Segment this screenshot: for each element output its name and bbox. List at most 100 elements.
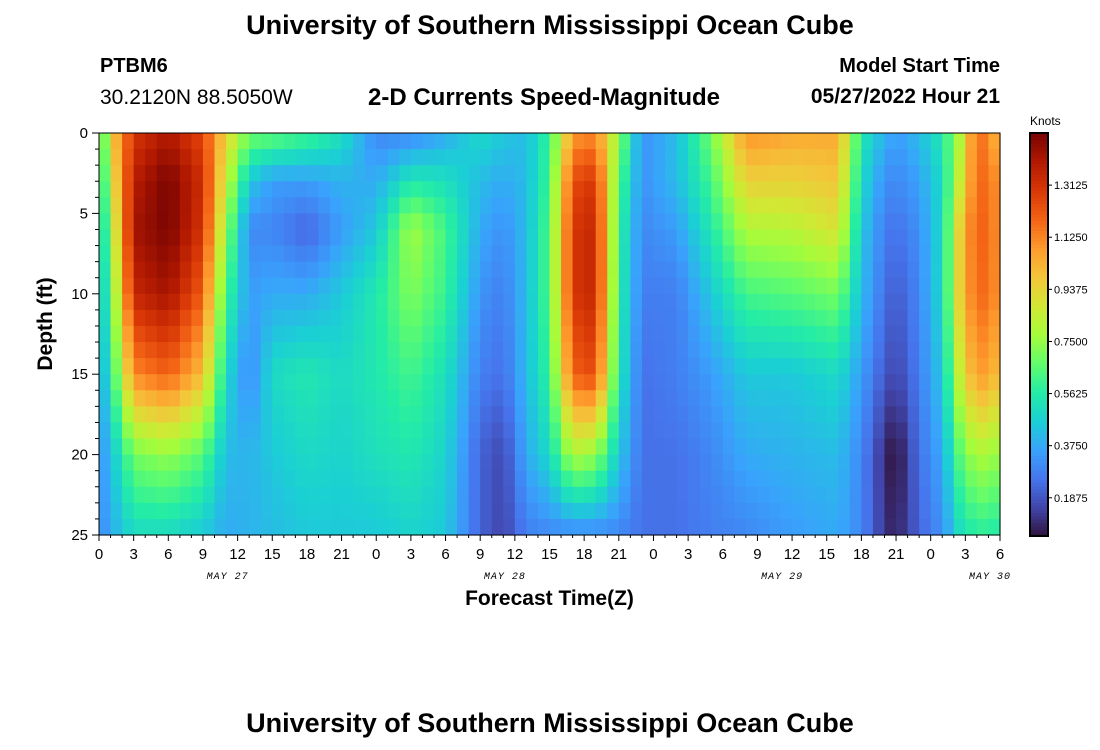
heatmap-cell <box>919 149 932 166</box>
heatmap-cell <box>734 133 747 150</box>
heatmap-cell <box>330 277 343 295</box>
heatmap-cell <box>734 245 747 263</box>
heatmap-cell <box>399 165 412 182</box>
heatmap-cell <box>122 438 135 456</box>
heatmap-cell <box>145 342 158 359</box>
heatmap-cell <box>584 197 597 214</box>
heatmap-cell <box>826 245 839 263</box>
heatmap-cell <box>237 197 250 214</box>
heatmap-cell <box>745 149 759 166</box>
heatmap-cell <box>780 245 793 263</box>
heatmap-cell <box>468 149 481 166</box>
heatmap-cell <box>803 438 816 456</box>
heatmap-cell <box>849 149 862 166</box>
heatmap-cell <box>942 309 955 327</box>
heatmap-cell <box>387 213 400 231</box>
heatmap-cell <box>965 518 978 536</box>
heatmap-cell <box>457 293 470 311</box>
colorbar-segment <box>1030 237 1048 242</box>
heatmap-cell <box>734 406 747 424</box>
heatmap-cell <box>503 438 516 456</box>
heatmap-cell <box>457 149 470 166</box>
heatmap-cell <box>942 470 955 488</box>
heatmap-cell <box>734 438 747 456</box>
heatmap-cell <box>815 470 828 488</box>
heatmap-cell <box>849 358 862 375</box>
heatmap-cell <box>896 422 909 440</box>
heatmap-cell <box>433 374 447 391</box>
heatmap-cell <box>930 518 943 536</box>
heatmap-cell <box>872 325 886 343</box>
heatmap-cell <box>792 165 805 182</box>
heatmap-cell <box>272 422 285 440</box>
heatmap-cell <box>780 454 793 472</box>
heatmap-cell <box>896 149 909 166</box>
heatmap-cell <box>953 422 966 440</box>
heatmap-cell <box>665 518 678 536</box>
heatmap-cell <box>803 277 816 295</box>
heatmap-cell <box>607 422 620 440</box>
colorbar-segment <box>1030 243 1048 248</box>
heatmap-cell <box>595 133 608 150</box>
heatmap-cell <box>699 342 712 359</box>
heatmap-cell <box>792 293 805 311</box>
colorbar-segment <box>1030 509 1048 514</box>
heatmap-cell <box>618 502 631 520</box>
heatmap-cell <box>942 261 955 279</box>
colorbar-segment <box>1030 163 1048 168</box>
heatmap-cell <box>503 213 516 231</box>
heatmap-cell <box>480 133 493 150</box>
heatmap-cell <box>792 277 805 295</box>
heatmap-cell <box>214 309 227 327</box>
heatmap-cell <box>295 390 308 407</box>
heatmap-cell <box>422 229 435 247</box>
heatmap-cell <box>330 181 343 198</box>
heatmap-cell <box>722 149 735 166</box>
heatmap-cell <box>803 229 816 247</box>
heatmap-cell <box>734 325 747 343</box>
heatmap-cell <box>306 325 320 343</box>
heatmap-cell <box>849 374 862 391</box>
heatmap-cell <box>607 470 620 488</box>
heatmap-cell <box>491 309 504 327</box>
heatmap-cell <box>942 518 955 536</box>
heatmap-cell <box>722 486 735 504</box>
heatmap-cell <box>283 213 296 231</box>
heatmap-cell <box>630 277 643 295</box>
colorbar-segment <box>1030 297 1048 302</box>
heatmap-cell <box>607 197 620 214</box>
heatmap-cell <box>260 197 273 214</box>
heatmap-cell <box>607 374 620 391</box>
colorbar-tick-label: 0.1875 <box>1054 493 1088 505</box>
heatmap-cell <box>468 374 481 391</box>
heatmap-cell <box>976 390 990 407</box>
heatmap-cell <box>907 325 920 343</box>
heatmap-cell <box>168 342 181 359</box>
colorbar-tick-label: 1.1250 <box>1054 232 1088 244</box>
heatmap-cell <box>514 342 527 359</box>
colorbar-segment <box>1030 196 1048 201</box>
heatmap-cell <box>537 422 551 440</box>
heatmap-cell <box>179 342 193 359</box>
heatmap-cell <box>457 390 470 407</box>
heatmap-cell <box>353 374 366 391</box>
heatmap-cell <box>641 342 655 359</box>
heatmap-cell <box>803 325 816 343</box>
heatmap-cell <box>156 261 169 279</box>
heatmap-cell <box>953 261 966 279</box>
heatmap-cell <box>676 149 689 166</box>
heatmap-cell <box>780 438 793 456</box>
colorbar-segment <box>1030 304 1048 309</box>
heatmap-cell <box>849 470 862 488</box>
heatmap-cell <box>872 213 886 231</box>
heatmap-cell <box>376 390 389 407</box>
heatmap-cell <box>711 518 724 536</box>
heatmap-cell <box>849 213 862 231</box>
heatmap-cell <box>272 486 285 504</box>
heatmap-cell <box>99 438 112 456</box>
heatmap-cell <box>584 325 597 343</box>
heatmap-cell <box>133 325 146 343</box>
heatmap-cell <box>514 245 527 263</box>
heatmap-cell <box>988 261 1001 279</box>
heatmap-cell <box>410 438 424 456</box>
